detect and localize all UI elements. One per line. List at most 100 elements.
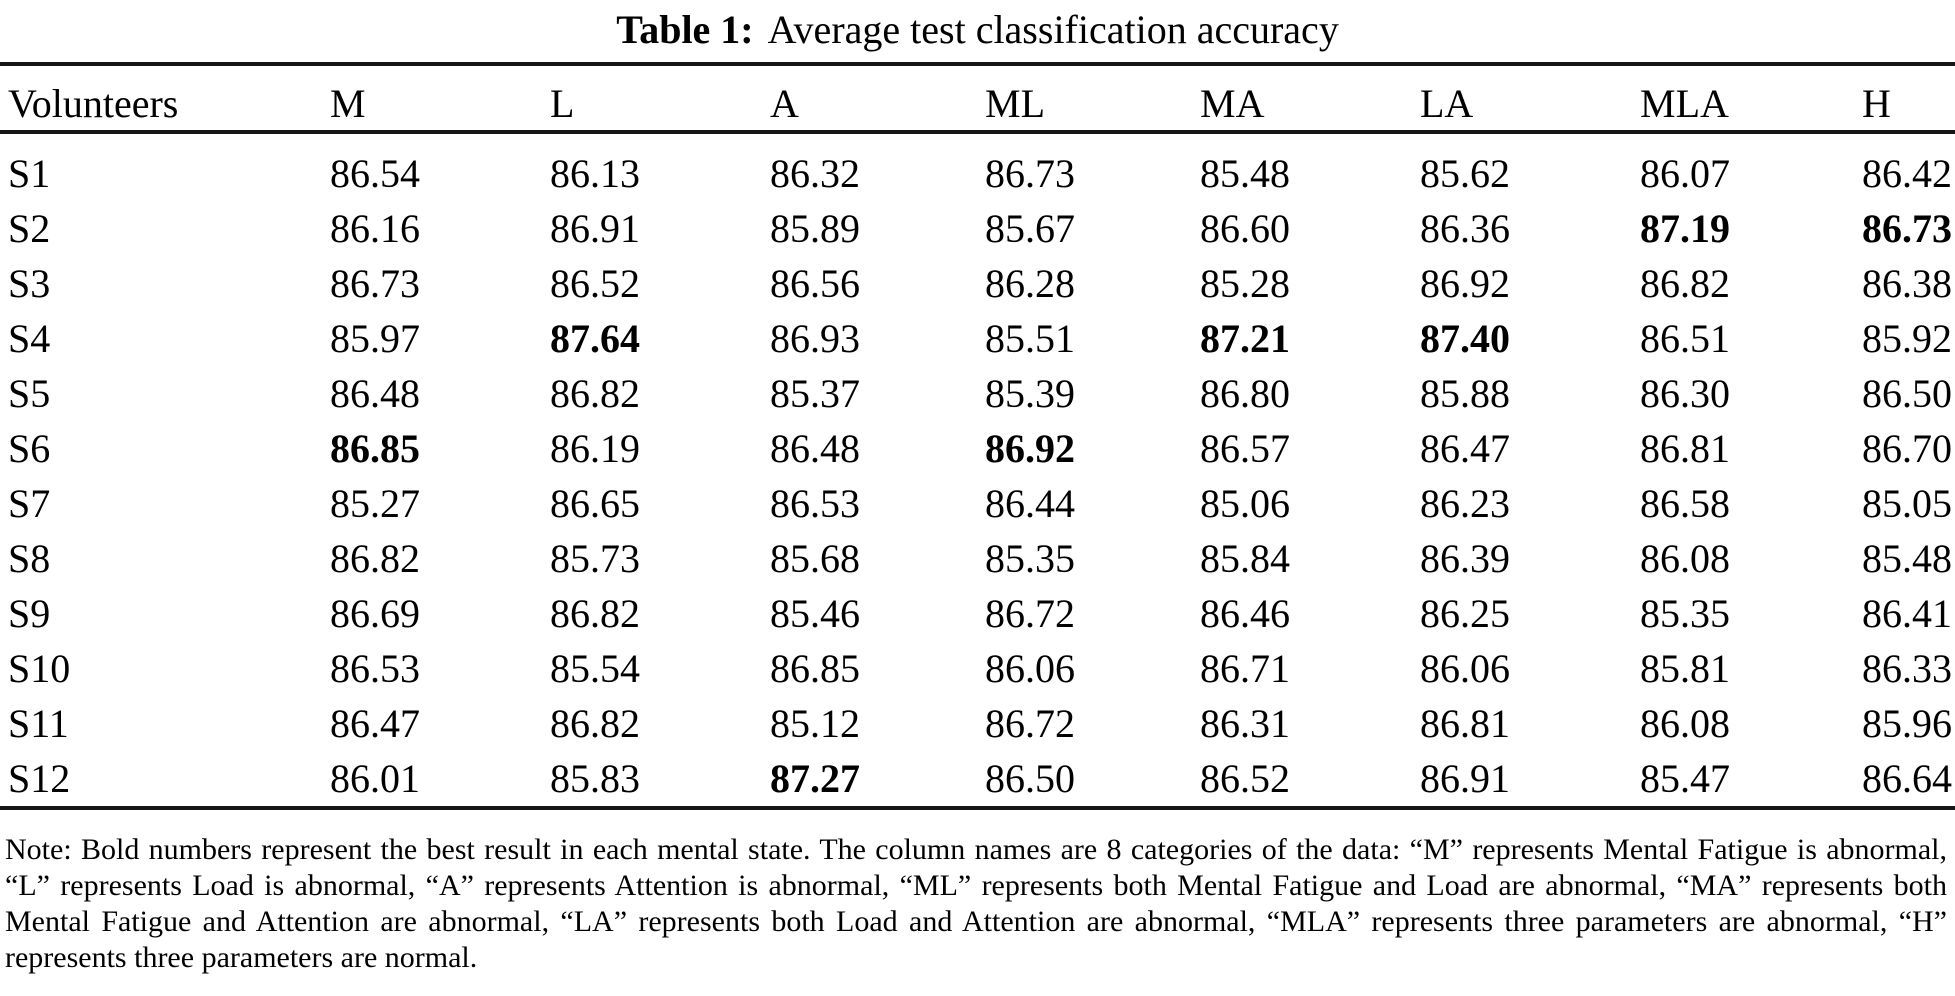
table-caption: Table 1: Average test classification accu…: [0, 0, 1955, 62]
table-header: Volunteers M L A ML MA LA MLA H: [0, 64, 1955, 132]
cell-s1-mla: 86.07: [1640, 151, 1730, 196]
table-body: S1 86.54 86.13 86.32 86.73 85.48 85.62 86.07 86.…: [0, 132, 1955, 808]
cell-s9-h: 86.41: [1862, 591, 1952, 636]
cell-s7-mla: 86.58: [1640, 481, 1730, 526]
cell-s9-m: 86.69: [330, 591, 420, 636]
row-label-s2: S2: [8, 206, 51, 251]
cell-s8-la: 86.39: [1420, 536, 1510, 581]
cell-s8-a: 85.68: [770, 536, 860, 581]
cell-s1-m: 86.54: [330, 151, 420, 196]
cell-s3-ma: 85.28: [1200, 261, 1290, 306]
cell-s4-la: 87.40: [1420, 316, 1510, 361]
cell-s9-mla: 85.35: [1640, 591, 1730, 636]
cell-s12-m: 86.01: [330, 756, 420, 801]
cell-s6-ml: 86.92: [985, 426, 1075, 471]
cell-s2-h: 86.73: [1862, 206, 1952, 251]
cell-s8-h: 85.48: [1862, 536, 1952, 581]
cell-s3-h: 86.38: [1862, 261, 1952, 306]
column-header-ma: MA: [1200, 81, 1265, 126]
cell-s12-l: 85.83: [550, 756, 640, 801]
row-label-s5: S5: [8, 371, 51, 416]
row-label-s10: S10: [8, 646, 71, 691]
row-label-s1: S1: [8, 151, 51, 196]
cell-s10-a: 86.85: [770, 646, 860, 691]
row-label-s7: S7: [8, 481, 51, 526]
cell-s7-la: 86.23: [1420, 481, 1510, 526]
cell-s10-m: 86.53: [330, 646, 420, 691]
cell-s5-m: 86.48: [330, 371, 420, 416]
row-label-s12: S12: [8, 756, 71, 801]
cell-s5-h: 86.50: [1862, 371, 1952, 416]
cell-s1-ma: 85.48: [1200, 151, 1290, 196]
table-row: S2 86.16 86.91 85.89 85.67 86.60 86.36 87.19 86.…: [0, 201, 1955, 256]
cell-s2-ml: 85.67: [985, 206, 1075, 251]
cell-s9-ma: 86.46: [1200, 591, 1290, 636]
row-label-s8: S8: [8, 536, 51, 581]
cell-s3-a: 86.56: [770, 261, 860, 306]
column-header-ml: ML: [985, 81, 1045, 126]
cell-s7-m: 85.27: [330, 481, 420, 526]
table-note: Note: Bold numbers represent the best re…: [5, 833, 1947, 974]
table-row: S11 86.47 86.82 85.12 86.72 86.31 86.81 86.08 85…: [0, 696, 1955, 751]
cell-s11-m: 86.47: [330, 701, 420, 746]
cell-s7-ma: 85.06: [1200, 481, 1290, 526]
table-row: S10 86.53 85.54 86.85 86.06 86.71 86.06 85.81 86…: [0, 641, 1955, 696]
column-header-l: L: [550, 81, 575, 126]
cell-s5-a: 85.37: [770, 371, 860, 416]
cell-s12-ml: 86.50: [985, 756, 1075, 801]
cell-s10-la: 86.06: [1420, 646, 1510, 691]
cell-s7-ml: 86.44: [985, 481, 1075, 526]
cell-s3-ml: 86.28: [985, 261, 1075, 306]
table-row: S1 86.54 86.13 86.32 86.73 85.48 85.62 86.07 86.…: [0, 132, 1955, 201]
row-label-s6: S6: [8, 426, 51, 471]
cell-s8-ml: 85.35: [985, 536, 1075, 581]
cell-s5-ml: 85.39: [985, 371, 1075, 416]
table-caption-text: Average test classification accuracy: [767, 7, 1339, 52]
column-header-a: A: [770, 81, 799, 126]
cell-s11-l: 86.82: [550, 701, 640, 746]
cell-s4-l: 87.64: [550, 316, 640, 361]
cell-s7-h: 85.05: [1862, 481, 1952, 526]
row-label-s3: S3: [8, 261, 51, 306]
column-header-la: LA: [1420, 81, 1474, 126]
cell-s4-ma: 87.21: [1200, 316, 1290, 361]
table-row: S12 86.01 85.83 87.27 86.50 86.52 86.91 85.47 86…: [0, 751, 1955, 808]
cell-s11-h: 85.96: [1862, 701, 1952, 746]
cell-s4-m: 85.97: [330, 316, 420, 361]
column-header-h: H: [1862, 81, 1891, 126]
cell-s10-h: 86.33: [1862, 646, 1952, 691]
table-row: S8 86.82 85.73 85.68 85.35 85.84 86.39 86.08 85.…: [0, 531, 1955, 586]
cell-s1-h: 86.42: [1862, 151, 1952, 196]
table-row: S3 86.73 86.52 86.56 86.28 85.28 86.92 86.82 86.…: [0, 256, 1955, 311]
cell-s3-l: 86.52: [550, 261, 640, 306]
cell-s3-la: 86.92: [1420, 261, 1510, 306]
cell-s9-ml: 86.72: [985, 591, 1075, 636]
cell-s2-a: 85.89: [770, 206, 860, 251]
cell-s8-l: 85.73: [550, 536, 640, 581]
table-row: S6 86.85 86.19 86.48 86.92 86.57 86.47 86.81 86.…: [0, 421, 1955, 476]
cell-s7-l: 86.65: [550, 481, 640, 526]
cell-s12-h: 86.64: [1862, 756, 1952, 801]
cell-s10-ml: 86.06: [985, 646, 1075, 691]
column-header-mla: MLA: [1640, 81, 1729, 126]
cell-s3-m: 86.73: [330, 261, 420, 306]
cell-s12-a: 87.27: [770, 756, 860, 801]
cell-s1-ml: 86.73: [985, 151, 1075, 196]
cell-s9-a: 85.46: [770, 591, 860, 636]
cell-s10-mla: 85.81: [1640, 646, 1730, 691]
column-header-m: M: [330, 81, 366, 126]
cell-s2-l: 86.91: [550, 206, 640, 251]
cell-s5-mla: 86.30: [1640, 371, 1730, 416]
cell-s6-la: 86.47: [1420, 426, 1510, 471]
cell-s3-mla: 86.82: [1640, 261, 1730, 306]
cell-s4-h: 85.92: [1862, 316, 1952, 361]
cell-s6-mla: 86.81: [1640, 426, 1730, 471]
cell-s12-la: 86.91: [1420, 756, 1510, 801]
cell-s9-l: 86.82: [550, 591, 640, 636]
cell-s10-l: 85.54: [550, 646, 640, 691]
cell-s7-a: 86.53: [770, 481, 860, 526]
cell-s2-m: 86.16: [330, 206, 420, 251]
cell-s4-mla: 86.51: [1640, 316, 1730, 361]
accuracy-table: Volunteers M L A ML MA LA MLA H S1 86.54 8…: [0, 62, 1955, 810]
cell-s9-la: 86.25: [1420, 591, 1510, 636]
